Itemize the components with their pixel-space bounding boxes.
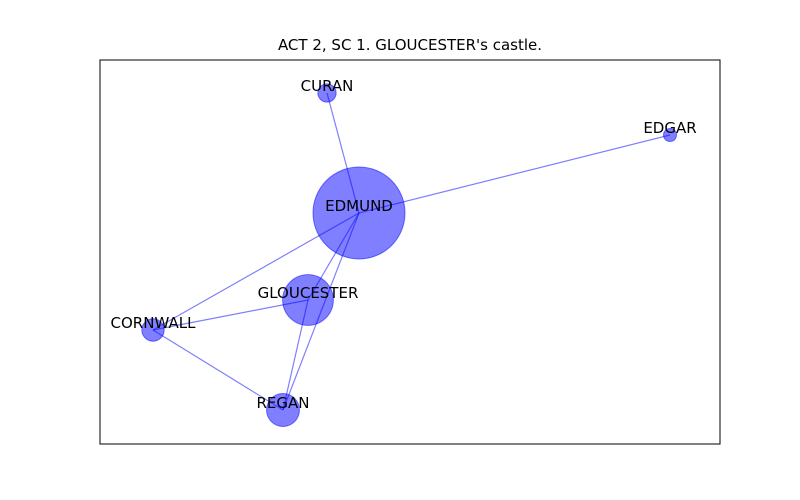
node-curan <box>317 83 337 103</box>
node-edgar <box>663 128 677 142</box>
edge-gloucester-cornwall <box>152 299 309 331</box>
edges-layer <box>152 92 671 411</box>
node-label-edmund: EDMUND <box>325 197 393 215</box>
chart-title: ACT 2, SC 1. GLOUCESTER's castle. <box>277 36 543 54</box>
nodes-layer <box>141 83 677 427</box>
plot-frame <box>99 59 721 445</box>
node-label-edgar: EDGAR <box>643 119 696 137</box>
node-regan <box>266 393 300 427</box>
node-label-regan: REGAN <box>256 394 309 412</box>
node-cornwall <box>141 318 165 342</box>
edge-cornwall-regan <box>152 329 284 411</box>
node-gloucester <box>282 274 334 326</box>
node-edmund <box>312 166 406 260</box>
edge-edmund-edgar <box>358 134 671 214</box>
node-label-curan: CURAN <box>301 77 354 95</box>
labels-layer: EDMUND GLOUCESTER REGAN CORNWALL CURAN EDGAR <box>111 77 697 412</box>
node-label-gloucester: GLOUCESTER <box>258 284 359 302</box>
node-label-cornwall: CORNWALL <box>111 314 197 332</box>
